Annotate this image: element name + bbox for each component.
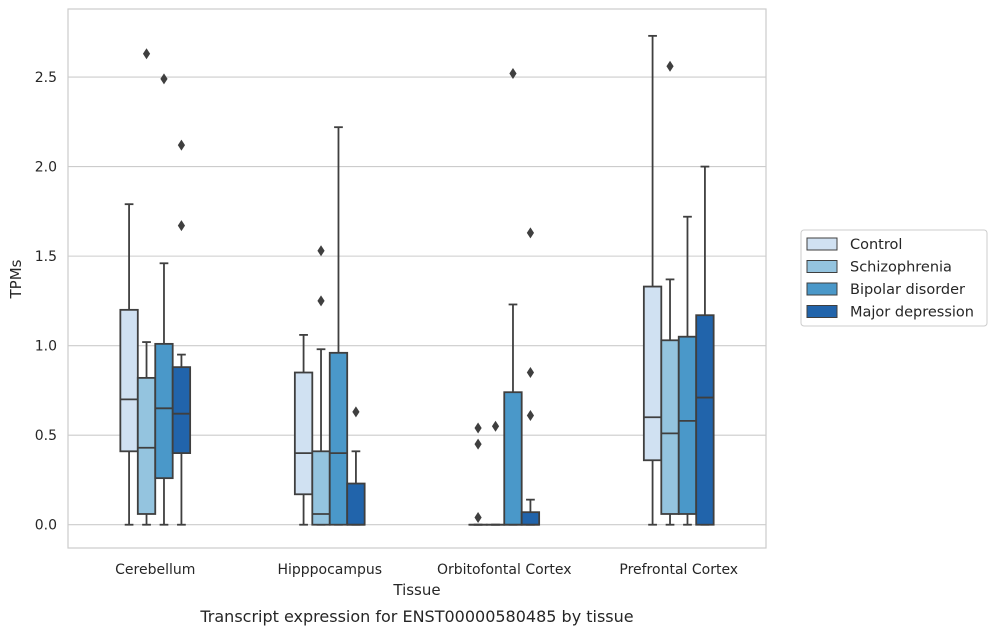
box-control	[468, 422, 488, 526]
legend-swatch	[806, 282, 838, 296]
iqr-box	[346, 482, 366, 526]
outlier-point	[526, 227, 535, 239]
box-control	[642, 34, 663, 526]
iqr-box	[503, 391, 523, 526]
outlier-point	[526, 367, 535, 379]
x-tick-label: Cerebellum	[115, 562, 195, 578]
outlier-point	[526, 409, 535, 421]
y-tick-label: 2.0	[35, 160, 57, 176]
box-schizophrenia	[136, 48, 157, 526]
y-tick-label: 1.5	[35, 249, 57, 265]
y-axis-label: TPMs	[7, 259, 25, 299]
box-groups	[119, 34, 715, 526]
x-axis-label: Tissue	[392, 581, 440, 599]
legend-entry-label: Control	[850, 237, 902, 253]
legend-entry-label: Major depression	[850, 305, 974, 321]
x-tick-label: Orbitofontal Cortex	[437, 562, 572, 578]
box-bipolar-disorder	[503, 67, 523, 526]
iqr-box	[328, 351, 349, 526]
box-control	[293, 334, 314, 526]
y-tick-label: 1.0	[35, 339, 57, 355]
y-tick-label: 0.5	[35, 428, 57, 444]
x-tick-label: Hipppocampus	[277, 562, 382, 578]
legend-frame	[800, 229, 988, 327]
x-tick-label: Prefrontal Cortex	[619, 562, 738, 578]
legend-swatch	[806, 260, 838, 273]
box-major-depression	[520, 227, 541, 526]
outlier-point	[474, 422, 482, 434]
legend-swatch	[806, 237, 838, 251]
outlier-point	[666, 60, 674, 72]
chart-caption: Transcript expression for ENST0000058048…	[199, 607, 633, 626]
outlier-point	[474, 512, 482, 524]
legend-swatch	[806, 305, 838, 318]
iqr-box	[677, 335, 698, 515]
box-control	[119, 203, 139, 526]
y-tick-label: 2.5	[35, 70, 57, 86]
iqr-box	[171, 366, 192, 454]
iqr-box	[660, 339, 680, 515]
y-tick-label: 0.0	[35, 518, 57, 534]
box-major-depression	[346, 406, 366, 526]
iqr-box	[136, 376, 157, 515]
iqr-box	[520, 511, 541, 526]
iqr-box	[154, 342, 174, 480]
outlier-point	[317, 295, 325, 307]
outlier-point	[317, 245, 325, 257]
box-major-depression	[171, 139, 192, 526]
outlier-point	[352, 406, 360, 418]
box-major-depression	[695, 165, 715, 526]
outlier-point	[509, 67, 517, 79]
box-schizophrenia	[311, 245, 331, 526]
iqr-box	[642, 285, 663, 462]
iqr-box	[293, 371, 314, 496]
box-schizophrenia	[660, 60, 680, 526]
box-schizophrenia	[485, 420, 506, 526]
iqr-box	[119, 308, 139, 453]
box-bipolar-disorder	[328, 126, 349, 526]
plot-area-frame	[67, 8, 767, 549]
outlier-point	[177, 220, 186, 232]
outlier-point	[160, 73, 168, 85]
outlier-point	[177, 139, 186, 151]
box-bipolar-disorder	[154, 73, 174, 526]
legend: Control Schizophrenia Bipolar disorder Majo…	[800, 229, 988, 327]
outlier-point	[474, 438, 482, 450]
y-tick-labels: 0.0 0.5 1.0 1.5 2.0 2.5	[35, 70, 57, 534]
iqr-box	[695, 314, 715, 526]
x-tick-labels: Cerebellum Hipppocampus Orbitofontal Corte…	[115, 562, 738, 578]
outlier-point	[491, 420, 500, 432]
box-bipolar-disorder	[677, 215, 698, 526]
legend-entry-label: Bipolar disorder	[850, 282, 965, 298]
legend-entry-label: Schizophrenia	[850, 260, 952, 276]
outlier-point	[142, 48, 151, 60]
